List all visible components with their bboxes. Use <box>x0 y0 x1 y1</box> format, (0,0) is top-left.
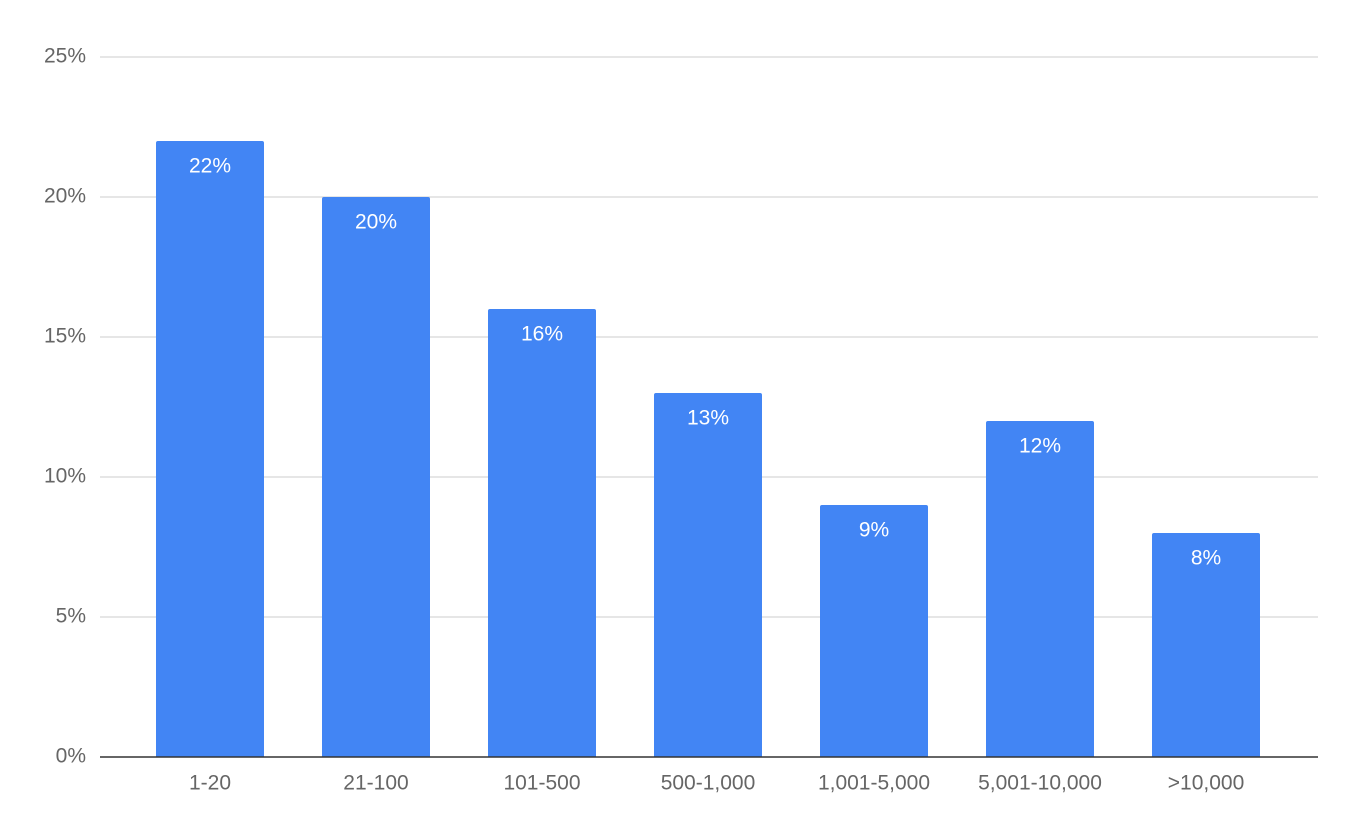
value-label: 16% <box>521 323 563 346</box>
value-label: 22% <box>189 155 231 178</box>
y-tick-label: 0% <box>56 745 86 768</box>
x-tick-label: >10,000 <box>1168 772 1245 795</box>
x-tick-label: 21-100 <box>343 772 408 795</box>
value-label: 13% <box>687 407 729 430</box>
value-label: 9% <box>859 519 889 542</box>
value-label: 12% <box>1019 435 1061 458</box>
bar <box>156 141 264 757</box>
bar <box>1152 533 1260 757</box>
bar <box>986 421 1094 757</box>
bar <box>820 505 928 757</box>
value-label: 8% <box>1191 547 1221 570</box>
bar <box>654 393 762 757</box>
x-tick-label: 101-500 <box>503 772 580 795</box>
y-tick-label: 5% <box>56 605 86 628</box>
x-tick-label: 1-20 <box>189 772 231 795</box>
bar <box>322 197 430 757</box>
x-tick-label: 1,001-5,000 <box>818 772 930 795</box>
x-tick-label: 500-1,000 <box>661 772 756 795</box>
y-tick-label: 10% <box>44 465 86 488</box>
y-tick-label: 20% <box>44 185 86 208</box>
bar <box>488 309 596 757</box>
x-tick-label: 5,001-10,000 <box>978 772 1102 795</box>
value-label: 20% <box>355 211 397 234</box>
y-tick-label: 25% <box>44 45 86 68</box>
y-tick-label: 15% <box>44 325 86 348</box>
